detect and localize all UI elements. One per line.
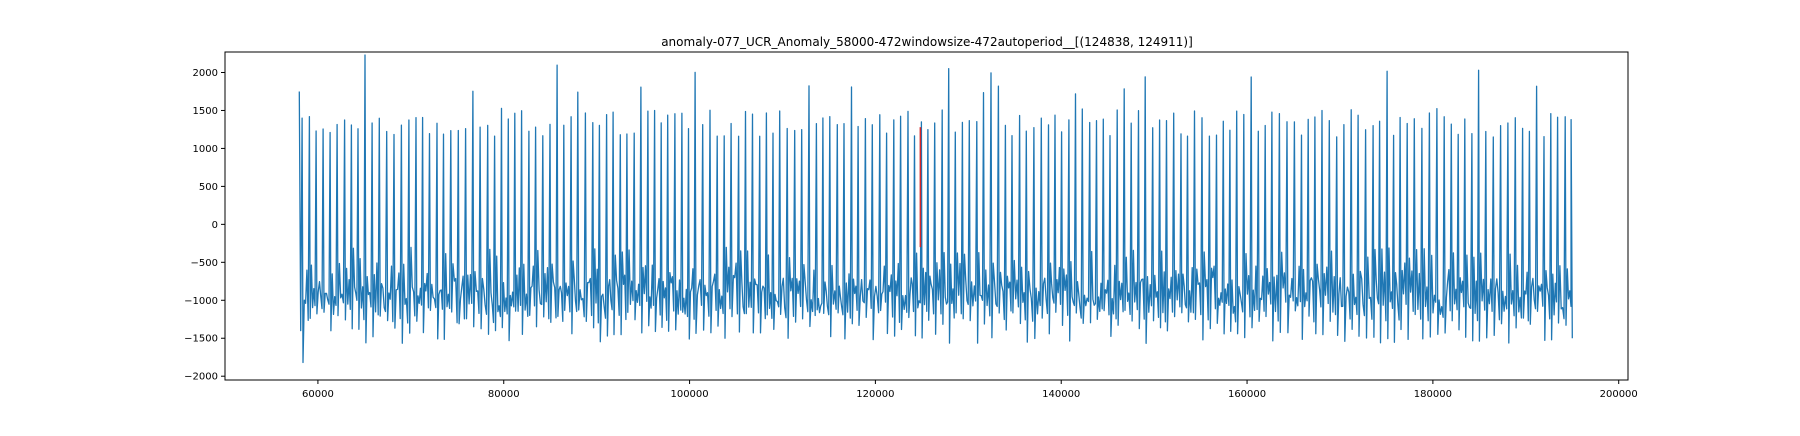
series-layer — [298, 54, 1573, 364]
x-tick-label: 80000 — [488, 389, 520, 400]
x-tick-label: 180000 — [1414, 389, 1452, 400]
series-line — [298, 54, 1573, 364]
x-tick-label: 160000 — [1228, 389, 1266, 400]
y-tick-label: 0 — [212, 220, 218, 231]
y-tick-label: 500 — [199, 182, 218, 193]
y-tick-label: −2000 — [184, 372, 218, 383]
chart-title: anomaly-077_UCR_Anomaly_58000-472windows… — [661, 35, 1193, 49]
y-tick-label: −500 — [191, 258, 218, 269]
plot-frame — [224, 51, 1629, 381]
x-tick-label: 60000 — [302, 389, 334, 400]
y-tick-label: 1000 — [193, 144, 218, 155]
y-tick-label: 2000 — [193, 68, 218, 79]
y-tick-label: 1500 — [193, 106, 218, 117]
y-axis: −2000 −1500 −1000 −500 0 500 1000 1500 2000 — [184, 68, 225, 383]
x-tick-label: 120000 — [856, 389, 894, 400]
x-tick-label: 140000 — [1042, 389, 1080, 400]
y-tick-label: −1000 — [184, 296, 218, 307]
x-axis: 60000 80000 100000 120000 140000 160000 180000… — [302, 380, 1638, 400]
x-tick-label: 100000 — [670, 389, 708, 400]
y-tick-label: −1500 — [184, 334, 218, 345]
x-tick-label: 200000 — [1600, 389, 1638, 400]
